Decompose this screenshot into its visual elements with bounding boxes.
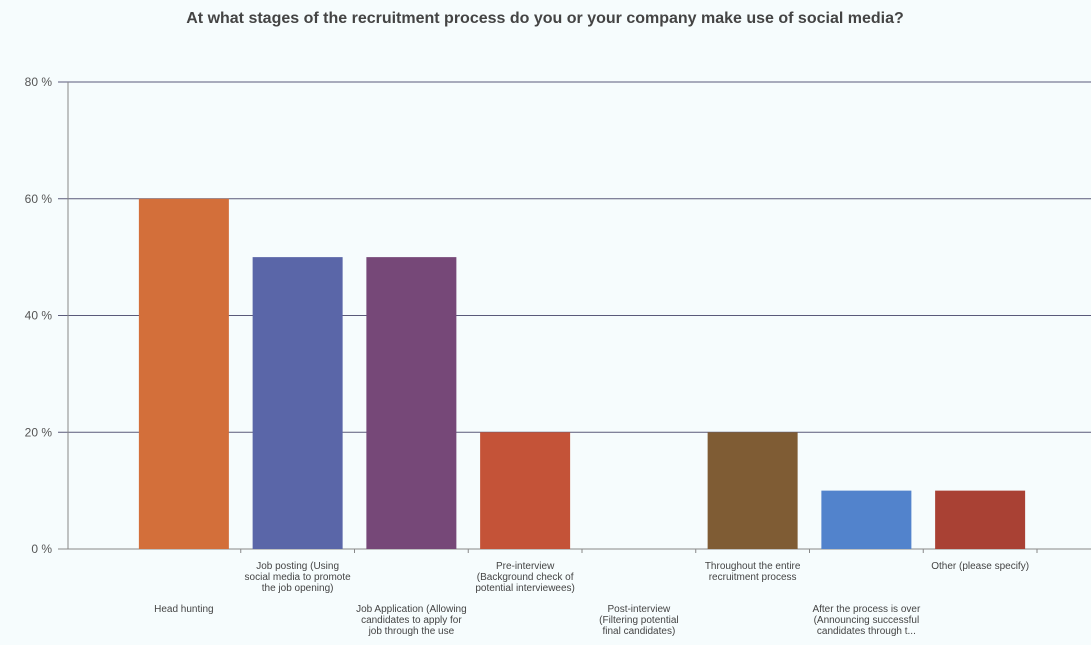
bar: [821, 490, 912, 549]
y-axis-ticks: 0 % 20 % 40 % 60 % 80 %: [25, 75, 53, 556]
x-category-label: Job Application (Allowing candidates to a…: [356, 604, 467, 637]
gridlines: [58, 81, 1091, 550]
bar: [366, 257, 457, 549]
x-category-label: Other (please specify): [931, 561, 1029, 572]
bar: [252, 257, 343, 549]
chart-title: At what stages of the recruitment proces…: [186, 10, 904, 27]
bar: [707, 432, 798, 549]
bar: [935, 490, 1026, 549]
bar: [480, 432, 571, 549]
y-tick-label: 20 %: [25, 425, 53, 439]
x-category-label: Pre-interview (Background check of potenti…: [475, 561, 575, 594]
y-tick-label: 40 %: [25, 309, 53, 323]
x-axis-labels: Head hunting Job posting (Using social med…: [154, 561, 1029, 637]
x-category-label: Head hunting: [154, 604, 214, 615]
y-tick-label: 60 %: [25, 192, 53, 206]
y-tick-label: 0 %: [31, 542, 52, 556]
bars: [138, 198, 1038, 553]
bar: [138, 198, 229, 549]
x-category-label: After the process is over (Announcing suc…: [812, 604, 920, 637]
x-category-label: Job posting (Using social media to promot…: [245, 561, 352, 594]
x-category-label: Throughout the entire recruitment process: [705, 561, 801, 583]
y-tick-label: 80 %: [25, 75, 53, 89]
x-category-label: Post-interview (Filtering potential final …: [599, 604, 678, 637]
